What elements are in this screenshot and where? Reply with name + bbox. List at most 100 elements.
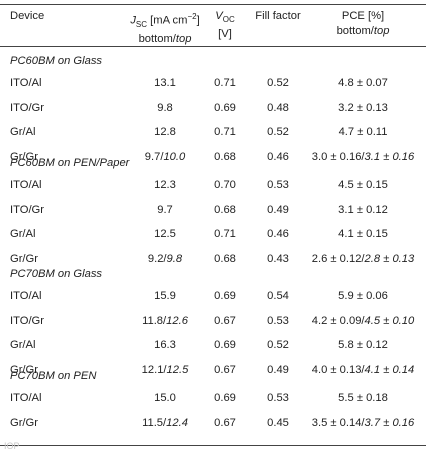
cell-pce-bottom: 4.2 ± 0.09/ xyxy=(311,315,365,327)
table-row: Gr/Gr 11.5/12.4 0.67 0.45 3.5 ± 0.14/3.7 ± 0… xyxy=(0,414,426,432)
header-jsc: JSC [mA cm−2] bottom/top xyxy=(115,9,215,47)
bottom-rule xyxy=(0,445,426,446)
cell-pce-bottom: 3.5 ± 0.14/ xyxy=(311,417,365,429)
cell-pce: 4.7 ± 0.11 xyxy=(303,123,423,141)
cell-pce-top: 4.1 ± 0.14 xyxy=(364,364,415,376)
cell-pce-bottom: 5.8 ± 0.12 xyxy=(338,339,388,351)
table-row: Gr/Gr 9.7/10.0 0.68 0.46 3.0 ± 0.16/3.1 ± 0.… xyxy=(0,148,426,166)
cell-pce: 2.6 ± 0.12/2.8 ± 0.13 xyxy=(303,250,423,268)
cell-voc: 0.69 xyxy=(214,290,236,302)
section-title-label: PC70BM on PEN xyxy=(10,370,97,382)
cell-device: ITO/Gr xyxy=(10,315,44,327)
header-jsc-sup: −2 xyxy=(187,12,197,21)
header-jsc-symbol: J xyxy=(130,14,136,27)
cell-pce-bottom: 4.0 ± 0.13/ xyxy=(311,364,365,376)
cell-jsc-bottom: 15.9 xyxy=(154,290,176,302)
cell-pce: 3.0 ± 0.16/3.1 ± 0.16 xyxy=(303,148,423,166)
header-voc-unit: [V] xyxy=(218,28,232,41)
cell-pce-bottom: 3.2 ± 0.13 xyxy=(338,102,388,114)
cell-voc: 0.68 xyxy=(214,253,236,265)
watermark: IOP xyxy=(4,441,20,451)
header-pce: PCE [%] bottom/top xyxy=(303,9,423,39)
table-row: ITO/Gr 9.7 0.68 0.49 3.1 ± 0.12 xyxy=(0,201,426,219)
header-device: Device xyxy=(10,9,44,24)
table-row: ITO/Al 15.9 0.69 0.54 5.9 ± 0.06 xyxy=(0,287,426,305)
cell-pce-bottom: 4.1 ± 0.15 xyxy=(338,228,388,240)
cell-voc: 0.68 xyxy=(214,204,236,216)
cell-jsc: 9.2/9.8 xyxy=(115,250,215,268)
cell-pce: 4.0 ± 0.13/4.1 ± 0.14 xyxy=(303,361,423,379)
cell-ff: 0.53 xyxy=(267,392,289,404)
cell-jsc-bottom: 12.3 xyxy=(154,179,176,191)
section-title-label: PC60BM on PEN/Paper xyxy=(10,157,130,169)
cell-jsc: 13.1 xyxy=(115,74,215,92)
header-ff: Fill factor xyxy=(250,9,306,24)
section-title-label: PC70BM on Glass xyxy=(10,268,103,280)
header-jsc-bottom: bottom/ xyxy=(138,32,176,45)
header-jsc-top: top xyxy=(175,32,192,45)
cell-jsc-bottom: 11.8/ xyxy=(142,315,167,327)
table-row: Gr/Al 12.5 0.71 0.46 4.1 ± 0.15 xyxy=(0,225,426,243)
header-voc: VOC [V] xyxy=(205,9,245,42)
cell-pce: 4.1 ± 0.15 xyxy=(303,225,423,243)
cell-jsc-top: 10.0 xyxy=(163,151,186,163)
cell-device: Gr/Gr xyxy=(10,364,38,376)
cell-jsc: 9.8 xyxy=(115,99,215,117)
cell-jsc-top: 12.5 xyxy=(166,364,189,376)
table-row: Gr/Al 12.8 0.71 0.52 4.7 ± 0.11 xyxy=(0,123,426,141)
cell-jsc: 11.5/12.4 xyxy=(115,414,215,432)
cell-jsc: 12.8 xyxy=(115,123,215,141)
header-voc-symbol: V xyxy=(215,10,223,22)
section-title: PC70BM on Glass xyxy=(0,265,426,283)
cell-device: ITO/Al xyxy=(10,77,42,89)
table-row: ITO/Gr 11.8/12.6 0.67 0.53 4.2 ± 0.09/4.5 ± … xyxy=(0,312,426,330)
cell-voc: 0.68 xyxy=(214,151,236,163)
header-pce-top: top xyxy=(373,25,390,37)
cell-jsc-bottom: 12.1/ xyxy=(141,364,167,376)
cell-pce-top: 4.5 ± 0.10 xyxy=(364,315,415,327)
header-voc-sub: OC xyxy=(222,15,235,25)
cell-voc: 0.71 xyxy=(214,77,236,89)
cell-voc: 0.71 xyxy=(214,126,236,138)
cell-device: ITO/Al xyxy=(10,290,42,302)
cell-ff: 0.52 xyxy=(267,126,289,138)
cell-pce: 3.2 ± 0.13 xyxy=(303,99,423,117)
cell-jsc: 12.5 xyxy=(115,225,215,243)
cell-voc: 0.71 xyxy=(214,228,236,240)
cell-pce: 5.5 ± 0.18 xyxy=(303,389,423,407)
cell-voc: 0.69 xyxy=(214,102,236,114)
cell-device: Gr/Gr xyxy=(10,417,38,429)
cell-pce-bottom: 3.1 ± 0.12 xyxy=(338,204,388,216)
cell-pce-top: 3.1 ± 0.16 xyxy=(364,151,415,163)
cell-jsc-bottom: 16.3 xyxy=(154,339,176,351)
header-jsc-unit: [mA cm xyxy=(147,14,188,27)
cell-jsc-bottom: 13.1 xyxy=(154,77,176,89)
cell-jsc-bottom: 12.5 xyxy=(154,228,176,240)
cell-pce: 5.9 ± 0.06 xyxy=(303,287,423,305)
table-row: Gr/Gr 9.2/9.8 0.68 0.43 2.6 ± 0.12/2.8 ± 0.1… xyxy=(0,250,426,268)
cell-jsc-top: 12.6 xyxy=(166,315,188,327)
cell-pce-bottom: 3.0 ± 0.16/ xyxy=(311,151,365,163)
cell-jsc: 11.8/12.6 xyxy=(115,312,215,330)
cell-pce-top: 3.7 ± 0.16 xyxy=(364,417,415,429)
cell-voc: 0.67 xyxy=(214,417,236,429)
cell-jsc-bottom: 15.0 xyxy=(154,392,176,404)
cell-pce-bottom: 4.7 ± 0.11 xyxy=(338,126,388,138)
cell-device: ITO/Al xyxy=(10,179,42,191)
cell-ff: 0.54 xyxy=(267,290,289,302)
table-row: ITO/Al 12.3 0.70 0.53 4.5 ± 0.15 xyxy=(0,176,426,194)
header-pce-label: PCE [%] xyxy=(341,10,385,22)
cell-pce: 3.5 ± 0.14/3.7 ± 0.16 xyxy=(303,414,423,432)
cell-device: Gr/Gr xyxy=(10,151,38,163)
table-row: Gr/Al 16.3 0.69 0.52 5.8 ± 0.12 xyxy=(0,336,426,354)
table-row: ITO/Al 15.0 0.69 0.53 5.5 ± 0.18 xyxy=(0,389,426,407)
section-title: PC60BM on Glass xyxy=(0,52,426,70)
cell-pce-bottom: 4.5 ± 0.15 xyxy=(338,179,388,191)
cell-pce-bottom: 4.8 ± 0.07 xyxy=(338,77,388,89)
cell-jsc-bottom: 9.8 xyxy=(157,102,173,114)
cell-ff: 0.53 xyxy=(267,315,289,327)
header-device-label: Device xyxy=(10,10,45,22)
cell-jsc: 15.0 xyxy=(115,389,215,407)
cell-jsc-bottom: 9.7 xyxy=(157,204,173,216)
cell-ff: 0.48 xyxy=(267,102,289,114)
